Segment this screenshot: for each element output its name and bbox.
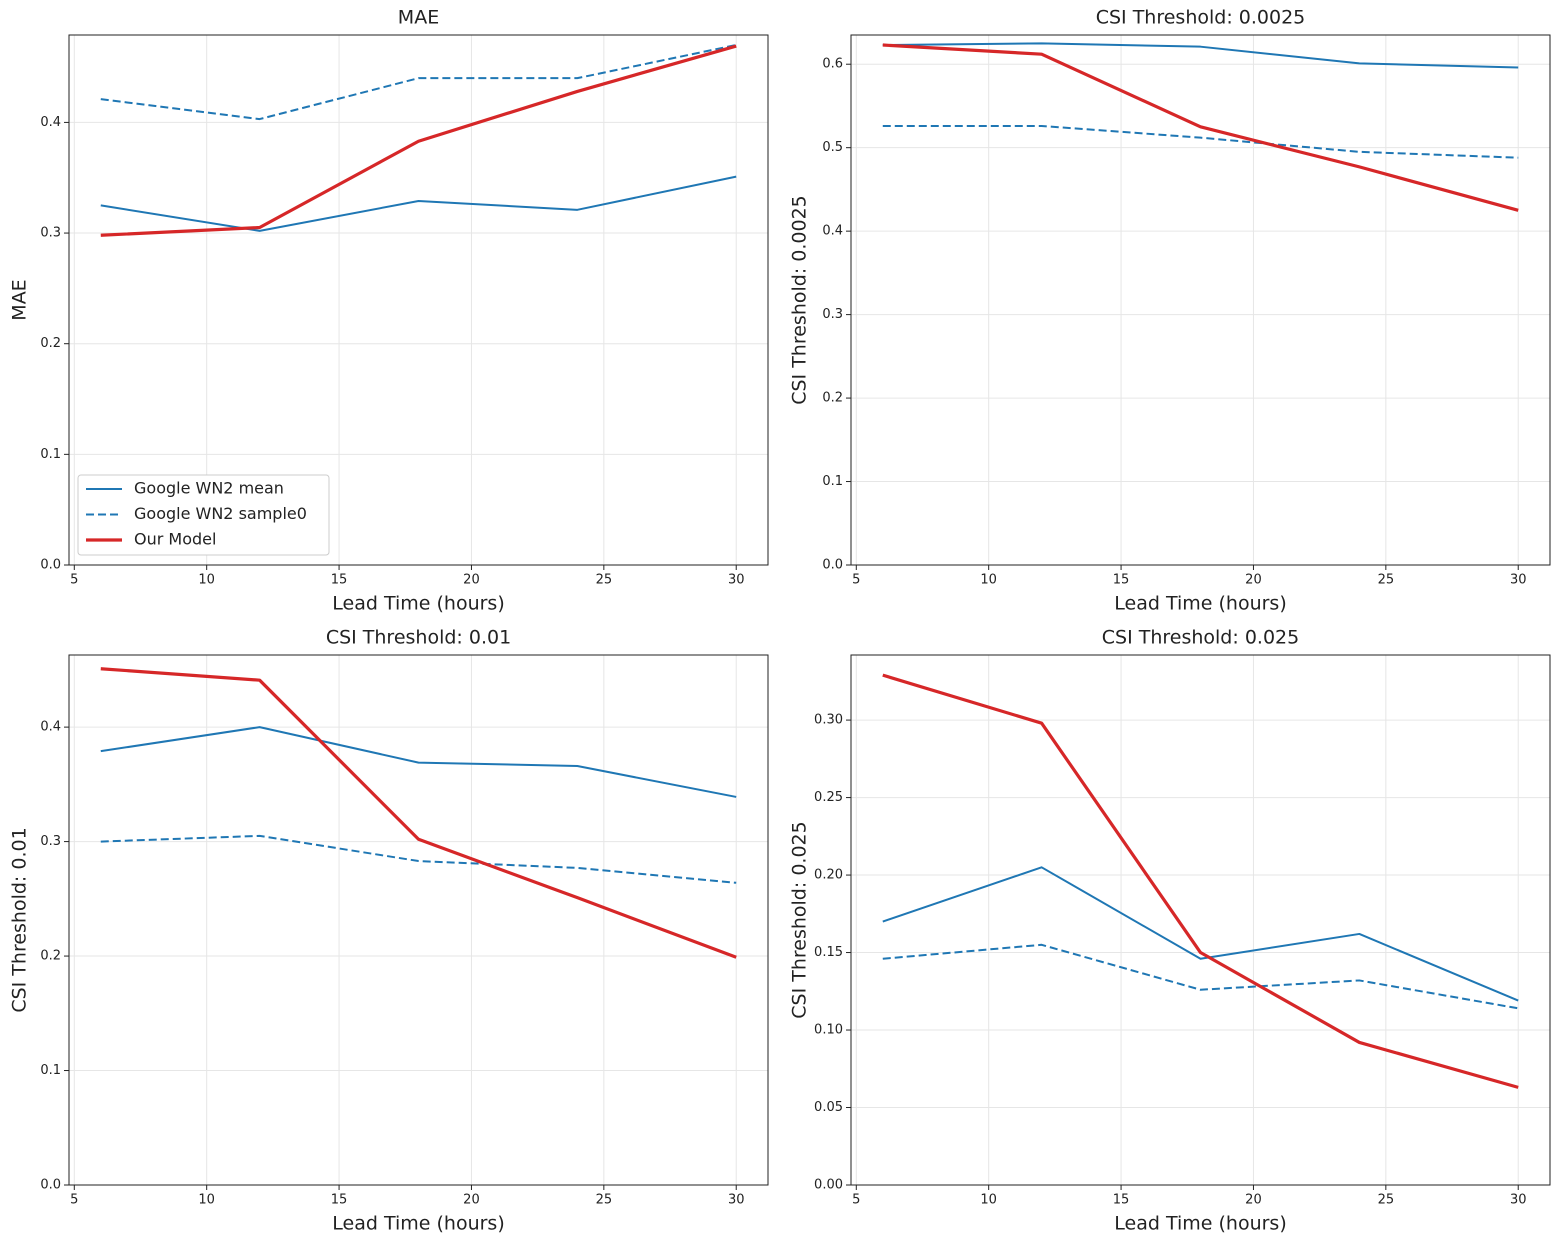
- y-tick-label: 0.10: [814, 1023, 843, 1038]
- y-axis-label: CSI Threshold: 0.025: [789, 821, 811, 1018]
- x-tick-label: 15: [331, 1193, 348, 1208]
- legend: Google WN2 mean Google WN2 sample0 Our Mod…: [77, 474, 330, 556]
- y-tick-label: 0.3: [40, 226, 61, 241]
- x-tick-label: 5: [70, 1193, 78, 1208]
- y-tick-label: 0.5: [822, 140, 843, 155]
- x-tick-label: 20: [1245, 1193, 1262, 1208]
- series-line: [100, 175, 737, 232]
- subplot-title: CSI Threshold: 0.0025: [1096, 7, 1306, 29]
- y-tick-label: 0.4: [822, 224, 843, 239]
- series-line: [882, 673, 1519, 1089]
- legend-box: [77, 474, 330, 556]
- subplot-title: MAE: [398, 7, 439, 29]
- x-tick-label: 5: [852, 573, 860, 588]
- x-tick-label: 25: [1378, 573, 1395, 588]
- y-tick-label: 0.2: [40, 336, 61, 351]
- y-axis-label: CSI Threshold: 0.01: [9, 827, 31, 1012]
- legend-label: Google WN2 sample0: [134, 504, 307, 523]
- series-line: [100, 44, 737, 237]
- y-tick-label: 0.2: [40, 949, 61, 964]
- y-tick-label: 0.00: [814, 1178, 843, 1193]
- x-tick-label: 25: [1378, 1193, 1395, 1208]
- y-tick-label: 0.6: [822, 57, 843, 72]
- plot-frame: [68, 654, 769, 1186]
- x-tick-label: 25: [596, 1193, 613, 1208]
- y-tick-label: 0.4: [40, 115, 61, 130]
- x-tick-label: 5: [852, 1193, 860, 1208]
- subplot: 0.00 0.05 0.10 0.15 0.20 0.25 0.30 5 10 15 20 25 30 C…: [789, 627, 1551, 1235]
- series-line: [882, 124, 1519, 159]
- x-axis-label: Lead Time (hours): [1114, 1213, 1286, 1235]
- x-tick-label: 10: [980, 573, 997, 588]
- y-tick-label: 0.05: [814, 1100, 843, 1115]
- x-axis-label: Lead Time (hours): [332, 593, 504, 615]
- x-tick-label: 20: [463, 573, 480, 588]
- y-tick-label: 0.0: [40, 1178, 61, 1193]
- y-tick-label: 0.15: [814, 945, 843, 960]
- subplot: 0.0 0.1 0.2 0.3 0.4 5 10 15 20 25 30 CSI Threshold:…: [9, 627, 769, 1235]
- x-tick-label: 10: [198, 573, 215, 588]
- y-tick-label: 0.0: [822, 558, 843, 573]
- y-axis-label: MAE: [9, 279, 31, 320]
- legend-label: Our Model: [134, 530, 216, 549]
- y-tick-label: 0.1: [40, 1063, 61, 1078]
- legend-label: Google WN2 mean: [134, 479, 284, 498]
- x-tick-label: 20: [1245, 573, 1262, 588]
- x-tick-label: 15: [1113, 573, 1130, 588]
- y-tick-label: 0.1: [40, 447, 61, 462]
- subplot-title: CSI Threshold: 0.01: [326, 627, 511, 649]
- series-line: [100, 726, 737, 798]
- y-tick-label: 0.2: [822, 391, 843, 406]
- series-line: [100, 834, 737, 884]
- series-line: [882, 943, 1519, 1010]
- y-tick-label: 0.25: [814, 790, 843, 805]
- series-line: [882, 42, 1519, 69]
- subplot: 0.0 0.1 0.2 0.3 0.4 0.5 0.6 5 10 15 20 25 30 CSI Thre…: [789, 7, 1551, 615]
- plot-frame: [68, 34, 769, 566]
- series-line: [100, 667, 737, 959]
- x-axis-label: Lead Time (hours): [1114, 593, 1286, 615]
- series-line: [100, 43, 737, 121]
- subplot-title: CSI Threshold: 0.025: [1102, 627, 1299, 649]
- x-tick-label: 25: [596, 573, 613, 588]
- x-axis-label: Lead Time (hours): [332, 1213, 504, 1235]
- y-tick-label: 0.30: [814, 713, 843, 728]
- y-axis-label: CSI Threshold: 0.0025: [789, 195, 811, 405]
- series-line: [882, 866, 1519, 1002]
- x-tick-label: 30: [728, 1193, 745, 1208]
- subplot: 0.0 0.1 0.2 0.3 0.4 5 10 15 20 25 30 MAE Lead Time (…: [9, 7, 769, 615]
- x-tick-label: 30: [1510, 1193, 1527, 1208]
- series-line: [882, 43, 1519, 212]
- plot-frame: [850, 654, 1551, 1186]
- y-tick-label: 0.3: [40, 834, 61, 849]
- x-tick-label: 10: [980, 1193, 997, 1208]
- y-tick-label: 0.4: [40, 720, 61, 735]
- y-tick-label: 0.20: [814, 868, 843, 883]
- x-tick-label: 30: [1510, 573, 1527, 588]
- plot-frame: [850, 34, 1551, 566]
- x-tick-label: 5: [70, 573, 78, 588]
- y-tick-label: 0.0: [40, 558, 61, 573]
- x-tick-label: 10: [198, 1193, 215, 1208]
- y-tick-label: 0.3: [822, 307, 843, 322]
- x-tick-label: 20: [463, 1193, 480, 1208]
- x-tick-label: 30: [728, 573, 745, 588]
- x-tick-label: 15: [331, 573, 348, 588]
- y-tick-label: 0.1: [822, 474, 843, 489]
- x-tick-label: 15: [1113, 1193, 1130, 1208]
